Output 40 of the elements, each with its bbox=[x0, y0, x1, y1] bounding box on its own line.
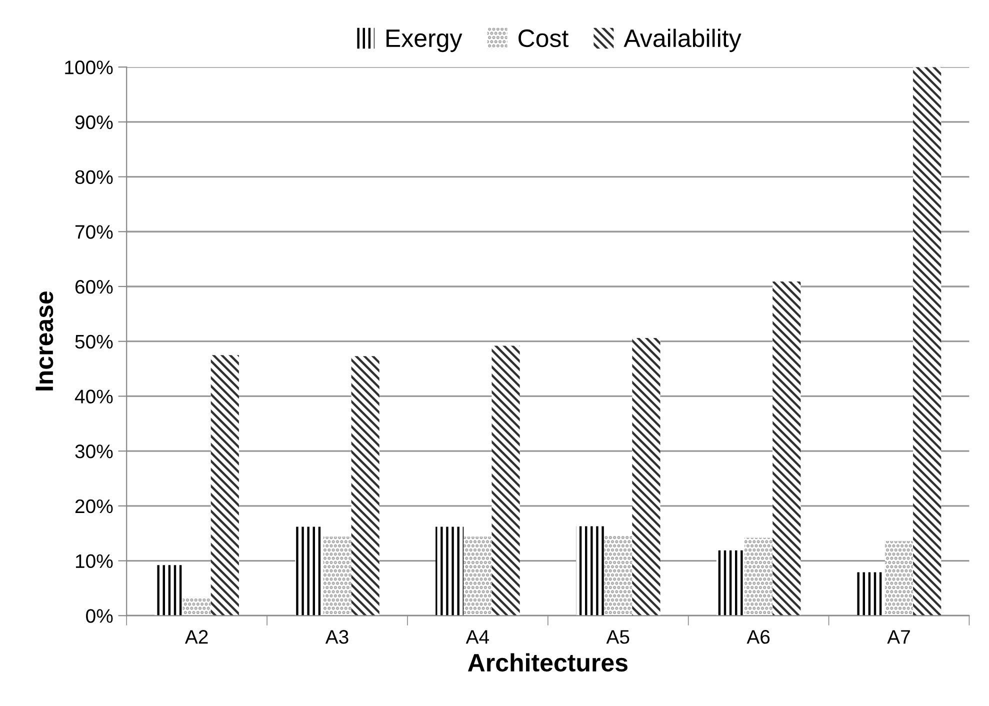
y-tick-label: 20% bbox=[75, 499, 113, 514]
y-tick-label: 40% bbox=[74, 390, 113, 404]
y-tick-label: 60% bbox=[75, 280, 113, 294]
bar bbox=[604, 534, 632, 616]
bar bbox=[716, 550, 745, 616]
bar bbox=[744, 538, 773, 616]
bar bbox=[576, 526, 604, 616]
y-tick-label: 70% bbox=[75, 225, 113, 239]
y-tick-label: 100% bbox=[65, 60, 113, 74]
x-tick-label: A3 bbox=[325, 630, 348, 644]
x-axis-title: Architectures bbox=[468, 653, 628, 672]
bar bbox=[210, 355, 239, 616]
bar bbox=[884, 541, 914, 616]
y-tick-label: 0% bbox=[86, 609, 113, 623]
bar bbox=[492, 346, 520, 616]
x-tick-label: A4 bbox=[466, 630, 490, 644]
y-tick-label: 10% bbox=[76, 554, 113, 568]
bar bbox=[182, 598, 211, 616]
bar bbox=[436, 526, 464, 616]
bar bbox=[323, 536, 352, 616]
legend-label: Availability bbox=[624, 28, 742, 52]
y-tick-label: 90% bbox=[75, 115, 113, 130]
bar bbox=[295, 526, 324, 616]
legend-label: Cost bbox=[518, 29, 568, 48]
y-tick-label: 30% bbox=[75, 444, 113, 458]
bar bbox=[772, 282, 801, 616]
legend-label: Exergy bbox=[386, 30, 462, 52]
x-tick-label: A6 bbox=[746, 630, 770, 644]
bar bbox=[154, 565, 183, 616]
y-axis-title: Increase bbox=[36, 291, 54, 390]
bar bbox=[351, 356, 380, 616]
x-tick-label: A7 bbox=[887, 630, 910, 644]
bar bbox=[464, 536, 492, 616]
bar bbox=[632, 338, 660, 616]
y-tick-label: 50% bbox=[75, 334, 113, 349]
x-tick-label: A2 bbox=[184, 630, 208, 644]
bar bbox=[913, 67, 942, 616]
bar bbox=[856, 572, 885, 616]
x-tick-label: A5 bbox=[606, 630, 630, 644]
y-tick-label: 80% bbox=[75, 170, 113, 184]
